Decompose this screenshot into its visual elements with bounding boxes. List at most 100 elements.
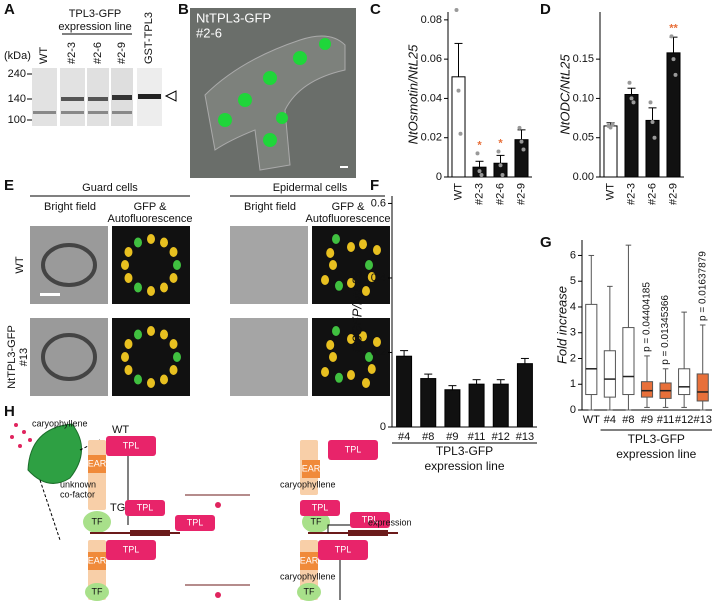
y-axis-label: NtOsmotin/NtL25 xyxy=(405,44,420,144)
y-tick-label: 0.02 xyxy=(421,132,442,144)
nucleus xyxy=(293,51,307,65)
tpl xyxy=(175,515,215,531)
data-point xyxy=(673,72,678,77)
ear xyxy=(302,460,320,478)
data-point xyxy=(456,88,461,93)
x-tick-label: #12 xyxy=(492,431,510,443)
tf xyxy=(302,511,330,533)
guard-cell xyxy=(41,243,97,287)
y-tick-label: 0.6 xyxy=(371,197,386,209)
data-point xyxy=(627,80,632,85)
data-point xyxy=(629,96,634,101)
y-tick-label: 0.00 xyxy=(573,171,594,183)
expression-arrow xyxy=(327,524,360,533)
marker-label: 240 xyxy=(8,68,26,80)
x-axis-label: expression line xyxy=(424,459,504,473)
chloroplast xyxy=(169,247,178,257)
y-tick-label: 0 xyxy=(380,421,386,433)
cofactor-label: co-factor xyxy=(60,489,95,499)
y-tick-label: 0 xyxy=(436,171,442,183)
row-label: WT xyxy=(14,256,26,273)
lane-label: #2-6 xyxy=(92,42,104,64)
diagram-label: TF xyxy=(92,516,103,526)
column-label: GFP & xyxy=(134,201,167,213)
x-axis-label: expression line xyxy=(616,447,696,461)
chloroplast xyxy=(321,367,330,377)
p-value: p = 0.01345366 xyxy=(660,295,671,365)
y-axis-label: G3GFP/NtL25 xyxy=(349,270,364,353)
x-tick-label: #8 xyxy=(422,431,434,443)
tf xyxy=(83,511,111,533)
significance: ** xyxy=(669,22,678,34)
group-label: Epidermal cells xyxy=(273,182,348,194)
chloroplast xyxy=(169,339,178,349)
x-tick-label: #2-9 xyxy=(515,183,527,205)
x-tick-label: #2-3 xyxy=(625,183,637,205)
chloroplast xyxy=(362,377,370,388)
data-point xyxy=(648,100,653,105)
nucleus xyxy=(218,113,232,127)
y-tick-label: 0.2 xyxy=(371,346,386,358)
bar xyxy=(444,389,461,428)
x-tick-label: #13 xyxy=(694,414,712,426)
gene xyxy=(348,530,388,536)
x-tick-label: #4 xyxy=(604,414,616,426)
chloroplast xyxy=(134,282,142,293)
nucleus xyxy=(263,133,277,147)
x-axis-label: TPL3-GFP xyxy=(628,432,685,446)
chloroplast xyxy=(329,260,337,270)
micrograph-label: NtTPL3-GFP xyxy=(196,10,271,25)
tpl xyxy=(106,540,156,560)
bar xyxy=(396,355,413,428)
tpl xyxy=(106,436,156,456)
x-axis-label: TPL3-GFP xyxy=(436,444,493,458)
molecule xyxy=(215,502,221,508)
data-point xyxy=(669,34,674,39)
chloroplast xyxy=(326,340,335,350)
chloroplast xyxy=(372,337,381,347)
x-tick-label: #9 xyxy=(641,414,653,426)
x-tick-label: #2-3 xyxy=(473,183,485,205)
y-axis-label: NtODC/NtL25 xyxy=(557,54,572,135)
diagram-label: TPL xyxy=(123,544,140,554)
diagram-label: EAR xyxy=(88,458,107,468)
data-point xyxy=(519,139,524,144)
lane-label: #2-3 xyxy=(66,42,78,64)
x-tick-label: #8 xyxy=(622,414,634,426)
tf xyxy=(85,583,109,601)
lane-label: WT xyxy=(38,47,50,64)
tpl xyxy=(350,512,390,528)
chloroplast xyxy=(365,352,373,362)
stimulus-label: caryophyllene xyxy=(280,571,336,581)
diagram-label: TF xyxy=(311,516,322,526)
data-point xyxy=(454,8,459,13)
bar xyxy=(666,52,681,178)
box xyxy=(585,303,598,396)
blot-title: TPL3-GFP xyxy=(69,8,122,20)
column-label: Autofluorescence xyxy=(108,213,193,225)
y-tick-label: 6 xyxy=(570,249,576,261)
marker-label: 100 xyxy=(8,114,26,126)
bar xyxy=(514,139,529,178)
diagram-label: TPL xyxy=(187,517,204,527)
diagram-label: EAR xyxy=(88,555,107,565)
molecule xyxy=(22,430,26,434)
diagram-label: TPL xyxy=(335,544,352,554)
bar xyxy=(468,383,485,428)
band xyxy=(112,111,132,114)
chloroplast xyxy=(173,260,181,270)
guard-cell xyxy=(41,333,97,381)
band xyxy=(88,111,108,114)
chloroplast xyxy=(147,234,155,244)
data-point xyxy=(458,131,463,136)
chloroplast xyxy=(326,248,335,258)
p-value: p = 0.01637879 xyxy=(697,251,708,321)
chloroplast xyxy=(147,286,155,296)
gene xyxy=(130,530,170,536)
nucleus xyxy=(276,112,288,124)
diagram-label: TF xyxy=(92,586,103,596)
blot-unit: (kDa) xyxy=(4,50,31,62)
y-tick-label: 0.10 xyxy=(573,92,594,104)
chloroplast xyxy=(335,372,343,383)
panel-label: G xyxy=(540,234,552,251)
